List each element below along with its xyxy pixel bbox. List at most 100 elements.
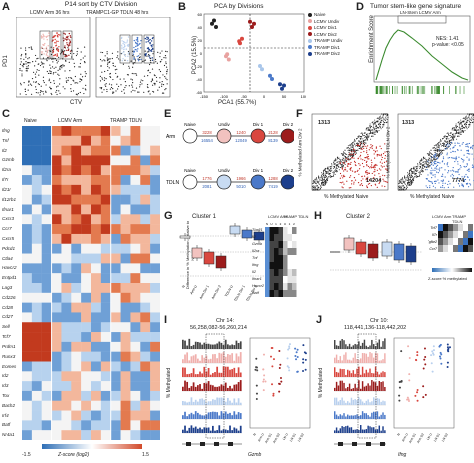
flow-dot-gated — [122, 42, 124, 45]
scatter-point-hypo — [456, 142, 459, 144]
flow-dot — [132, 82, 134, 84]
track-bar — [222, 429, 225, 433]
scatter-point-hypo — [431, 177, 433, 179]
scatter-point-hypo — [454, 144, 456, 147]
scatter-point — [313, 188, 315, 190]
heat-cell — [278, 290, 283, 297]
scatter-point — [379, 116, 381, 118]
scatter-point — [410, 176, 412, 178]
heatmap-cell — [41, 420, 52, 431]
scatter-point-hypo — [351, 151, 353, 153]
scatter-point-hypo — [431, 172, 433, 174]
track-bar — [194, 341, 197, 349]
heatmap-cell — [51, 312, 62, 323]
scatter-point-hypo — [368, 149, 370, 151]
legend-label: TRAMP Div2 — [314, 51, 340, 56]
heatmap-cell — [51, 145, 62, 156]
edge-count-bottom: 5010 — [236, 184, 246, 189]
flow-dot — [27, 58, 29, 60]
flow-dot-gated — [122, 58, 124, 60]
scatter-point — [440, 145, 442, 147]
heatmap-cell — [100, 292, 111, 303]
heat-cell — [287, 276, 292, 283]
heatmap-cell — [51, 253, 62, 264]
heatmap-cell — [100, 312, 111, 323]
pca-xtick: 50 — [282, 94, 287, 99]
flow-dot-gated — [136, 37, 139, 39]
scatter-point-hypo — [442, 156, 445, 158]
scatter-point-hypo — [345, 158, 347, 160]
heatmap-cell — [130, 194, 141, 205]
dot-plot-point — [271, 365, 274, 368]
scatter-point-hypo — [366, 172, 368, 174]
scatter-point-hypo — [373, 153, 375, 155]
heatmap-cell — [61, 332, 72, 343]
scatter-point-hypo — [434, 169, 436, 171]
scatter-point — [335, 164, 337, 166]
scatter-point — [326, 167, 328, 169]
flow-dot — [100, 65, 102, 67]
track-bar — [345, 416, 347, 419]
scatter-point-hypo — [363, 165, 365, 168]
scatter-point — [406, 179, 408, 181]
flow-dot-gated — [139, 42, 141, 45]
heat-cell — [458, 224, 463, 231]
heatmap-cell — [51, 292, 62, 303]
flow-dot-gated — [151, 59, 154, 61]
heatmap-cell — [150, 400, 160, 411]
scatter-point-hypo — [435, 180, 437, 182]
scatter-point-hypo — [376, 164, 378, 166]
flow-dot-gated — [124, 45, 126, 47]
node-label: Div 1 — [253, 122, 264, 127]
heatmap-cell — [61, 420, 72, 431]
track-bar — [345, 402, 347, 405]
flow-dot-gated — [148, 55, 150, 57]
flow-dot — [61, 51, 63, 53]
flow-dot — [85, 73, 87, 75]
scatter-point — [429, 155, 431, 157]
scatter-point — [379, 117, 381, 119]
scatter-point-hypo — [375, 147, 377, 149]
track-bar — [339, 380, 342, 391]
track-bar — [361, 411, 364, 419]
scatter-point — [406, 174, 408, 176]
flow-dot — [156, 80, 158, 82]
scatter-point-hypo — [426, 186, 428, 189]
scatter-point-hypo — [466, 176, 469, 178]
scatter-point — [398, 189, 400, 191]
scatter-point — [338, 162, 340, 164]
scatter-point — [464, 123, 466, 125]
track-bar — [222, 398, 225, 405]
scatter-point-hypo — [364, 159, 366, 162]
scatter-point — [387, 116, 389, 118]
scatter-point — [383, 117, 385, 119]
dot-plot-point — [416, 391, 419, 394]
heatmap-cell — [120, 292, 131, 303]
heatmap-cell — [110, 351, 121, 362]
flow-dot — [103, 59, 105, 61]
scatter-point-hypo — [457, 163, 459, 165]
heatmap-cell — [140, 400, 151, 411]
track-bar — [197, 385, 199, 391]
heatmap-cell — [61, 351, 72, 362]
dot-plot-point — [296, 370, 299, 373]
scatter-point — [451, 140, 453, 142]
scatter-point — [343, 155, 345, 157]
scatter-point — [333, 175, 335, 177]
scatter-point — [332, 174, 334, 176]
flow-dot — [57, 73, 59, 75]
scatter-point-hypo — [468, 169, 470, 171]
track-bar — [358, 341, 360, 349]
track-bar — [214, 430, 216, 433]
scatter-point — [354, 140, 356, 142]
flow-dot — [78, 66, 80, 68]
flow-dot-gated — [65, 38, 67, 40]
flow-dot — [64, 70, 66, 72]
scatter-point-hypo — [448, 180, 450, 183]
flow-dot-gated — [122, 40, 125, 43]
flow-dot — [65, 77, 67, 79]
panel-c-colorbar — [42, 444, 142, 449]
flow-dot — [162, 74, 164, 76]
flow-dot — [101, 71, 103, 73]
flow-dot — [47, 57, 50, 59]
